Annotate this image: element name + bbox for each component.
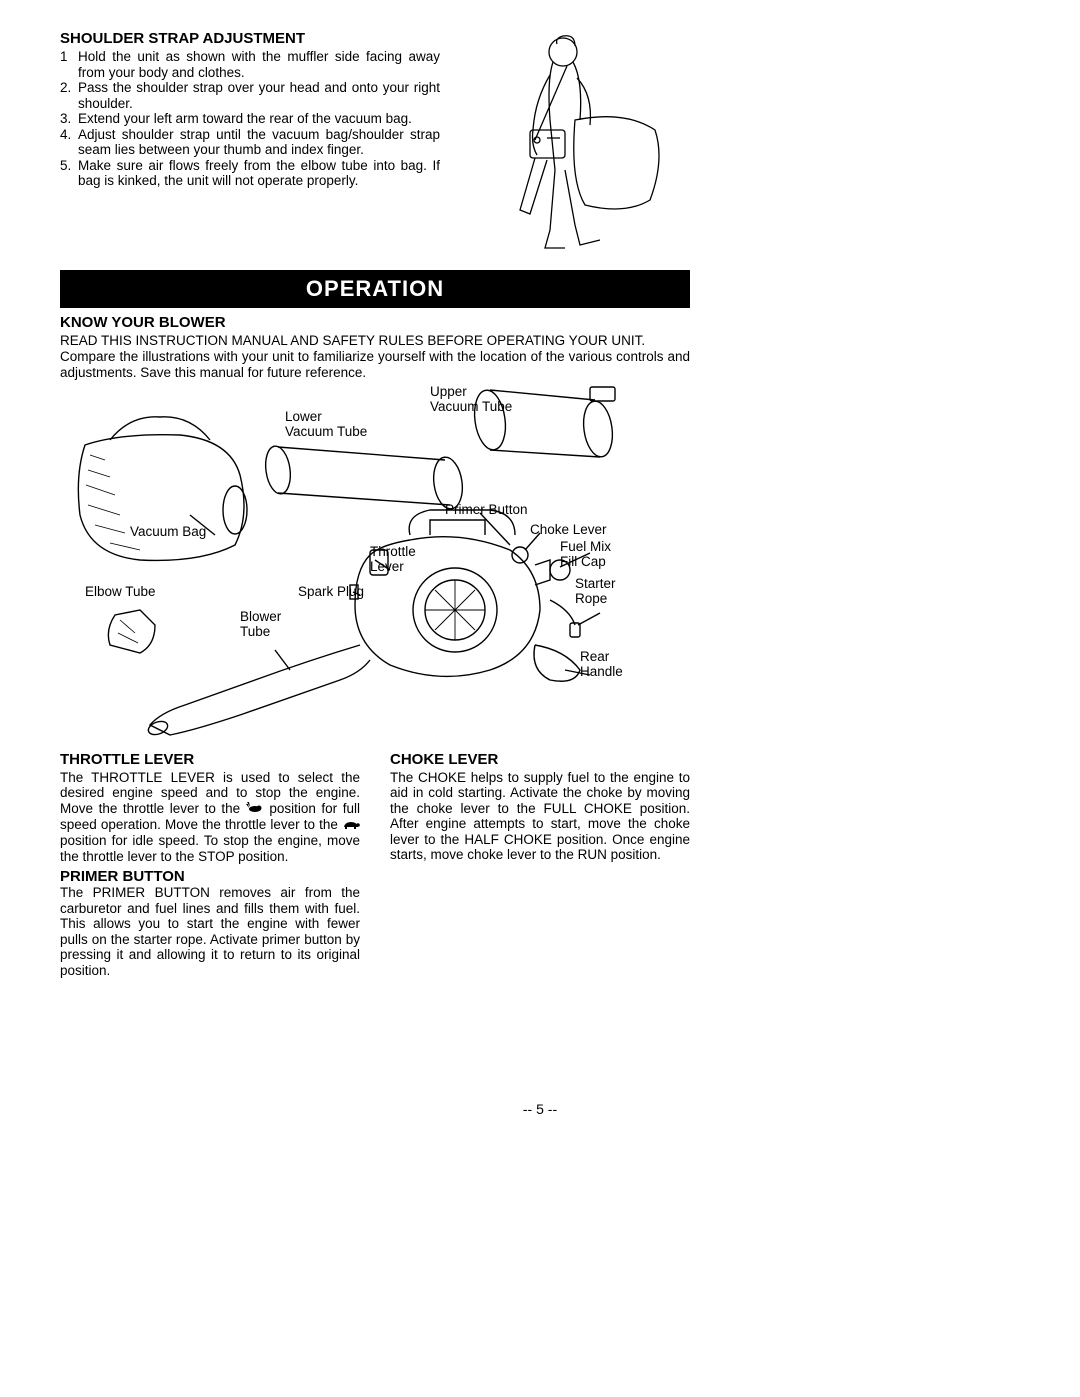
label-line: Upper bbox=[430, 384, 467, 399]
page-number: -- 5 -- bbox=[0, 1101, 1080, 1117]
label-rear-handle: Rear Handle bbox=[580, 650, 623, 680]
step-text: Extend your left arm toward the rear of … bbox=[78, 111, 412, 127]
strap-step: 2.Pass the shoulder strap over your head… bbox=[60, 80, 440, 111]
operation-section-bar: OPERATION bbox=[60, 270, 690, 308]
controls-description-columns: THROTTLE LEVER The THROTTLE LEVER is use… bbox=[60, 751, 690, 979]
step-number: 1 bbox=[60, 49, 78, 80]
throttle-heading: THROTTLE LEVER bbox=[60, 751, 360, 768]
choke-text: The CHOKE helps to supply fuel to the en… bbox=[390, 770, 690, 863]
label-starter-rope: Starter Rope bbox=[575, 577, 616, 607]
strap-steps-list: 1Hold the unit as shown with the muffler… bbox=[60, 49, 440, 189]
label-line: Rear bbox=[580, 649, 609, 664]
label-line: Lower bbox=[285, 409, 322, 424]
step-text: Hold the unit as shown with the muffler … bbox=[78, 49, 440, 80]
label-elbow-tube: Elbow Tube bbox=[85, 585, 156, 600]
know-text-2: Compare the illustrations with your unit… bbox=[60, 349, 690, 381]
label-throttle-lever: Throttle Lever bbox=[370, 545, 416, 575]
top-section: SHOULDER STRAP ADJUSTMENT 1Hold the unit… bbox=[60, 30, 1020, 260]
label-lower-vacuum-tube: Lower Vacuum Tube bbox=[285, 410, 367, 440]
strap-step: 4.Adjust shoulder strap until the vacuum… bbox=[60, 127, 440, 158]
throttle-text: The THROTTLE LEVER is used to select the… bbox=[60, 770, 360, 864]
label-line: Tube bbox=[240, 624, 270, 639]
step-number: 3. bbox=[60, 111, 78, 127]
label-line: Lever bbox=[370, 559, 404, 574]
rabbit-icon bbox=[246, 801, 264, 817]
label-line: Throttle bbox=[370, 544, 416, 559]
blower-parts-diagram: Upper Vacuum Tube Lower Vacuum Tube Vacu… bbox=[60, 385, 690, 745]
label-line: Handle bbox=[580, 664, 623, 679]
label-line: Vacuum Tube bbox=[285, 424, 367, 439]
left-column: THROTTLE LEVER The THROTTLE LEVER is use… bbox=[60, 751, 360, 979]
label-vacuum-bag: Vacuum Bag bbox=[130, 525, 206, 540]
step-number: 5. bbox=[60, 158, 78, 189]
label-fuel-mix: Fuel Mix Fill Cap bbox=[560, 540, 611, 570]
label-line: Rope bbox=[575, 591, 607, 606]
right-column: CHOKE LEVER The CHOKE helps to supply fu… bbox=[390, 751, 690, 979]
label-line: Fill Cap bbox=[560, 554, 606, 569]
manual-page: SHOULDER STRAP ADJUSTMENT 1Hold the unit… bbox=[0, 0, 1080, 1008]
strap-step: 1Hold the unit as shown with the muffler… bbox=[60, 49, 440, 80]
step-number: 2. bbox=[60, 80, 78, 111]
turtle-icon bbox=[342, 818, 360, 834]
label-line: Blower bbox=[240, 609, 281, 624]
step-text: Adjust shoulder strap until the vacuum b… bbox=[78, 127, 440, 158]
know-text-1: READ THIS INSTRUCTION MANUAL AND SAFETY … bbox=[60, 333, 690, 349]
primer-text: The PRIMER BUTTON removes air from the c… bbox=[60, 885, 360, 978]
label-upper-vacuum-tube: Upper Vacuum Tube bbox=[430, 385, 512, 415]
person-carrying-illustration bbox=[460, 30, 690, 260]
throttle-text-part: position for idle speed. To stop the eng… bbox=[60, 833, 360, 864]
step-text: Pass the shoulder strap over your head a… bbox=[78, 80, 440, 111]
know-heading: KNOW YOUR BLOWER bbox=[60, 314, 690, 331]
label-primer-button: Primer Button bbox=[445, 503, 528, 518]
shoulder-strap-section: SHOULDER STRAP ADJUSTMENT 1Hold the unit… bbox=[60, 30, 440, 260]
step-text: Make sure air flows freely from the elbo… bbox=[78, 158, 440, 189]
label-spark-plug: Spark Plug bbox=[298, 585, 364, 600]
strap-step: 3.Extend your left arm toward the rear o… bbox=[60, 111, 440, 127]
label-choke-lever: Choke Lever bbox=[530, 523, 607, 538]
label-blower-tube: Blower Tube bbox=[240, 610, 281, 640]
choke-heading: CHOKE LEVER bbox=[390, 751, 690, 768]
strap-heading: SHOULDER STRAP ADJUSTMENT bbox=[60, 30, 440, 47]
label-line: Fuel Mix bbox=[560, 539, 611, 554]
label-line: Vacuum Tube bbox=[430, 399, 512, 414]
step-number: 4. bbox=[60, 127, 78, 158]
know-your-blower-section: KNOW YOUR BLOWER READ THIS INSTRUCTION M… bbox=[60, 314, 690, 381]
primer-heading: PRIMER BUTTON bbox=[60, 868, 360, 885]
label-line: Starter bbox=[575, 576, 616, 591]
strap-step: 5.Make sure air flows freely from the el… bbox=[60, 158, 440, 189]
